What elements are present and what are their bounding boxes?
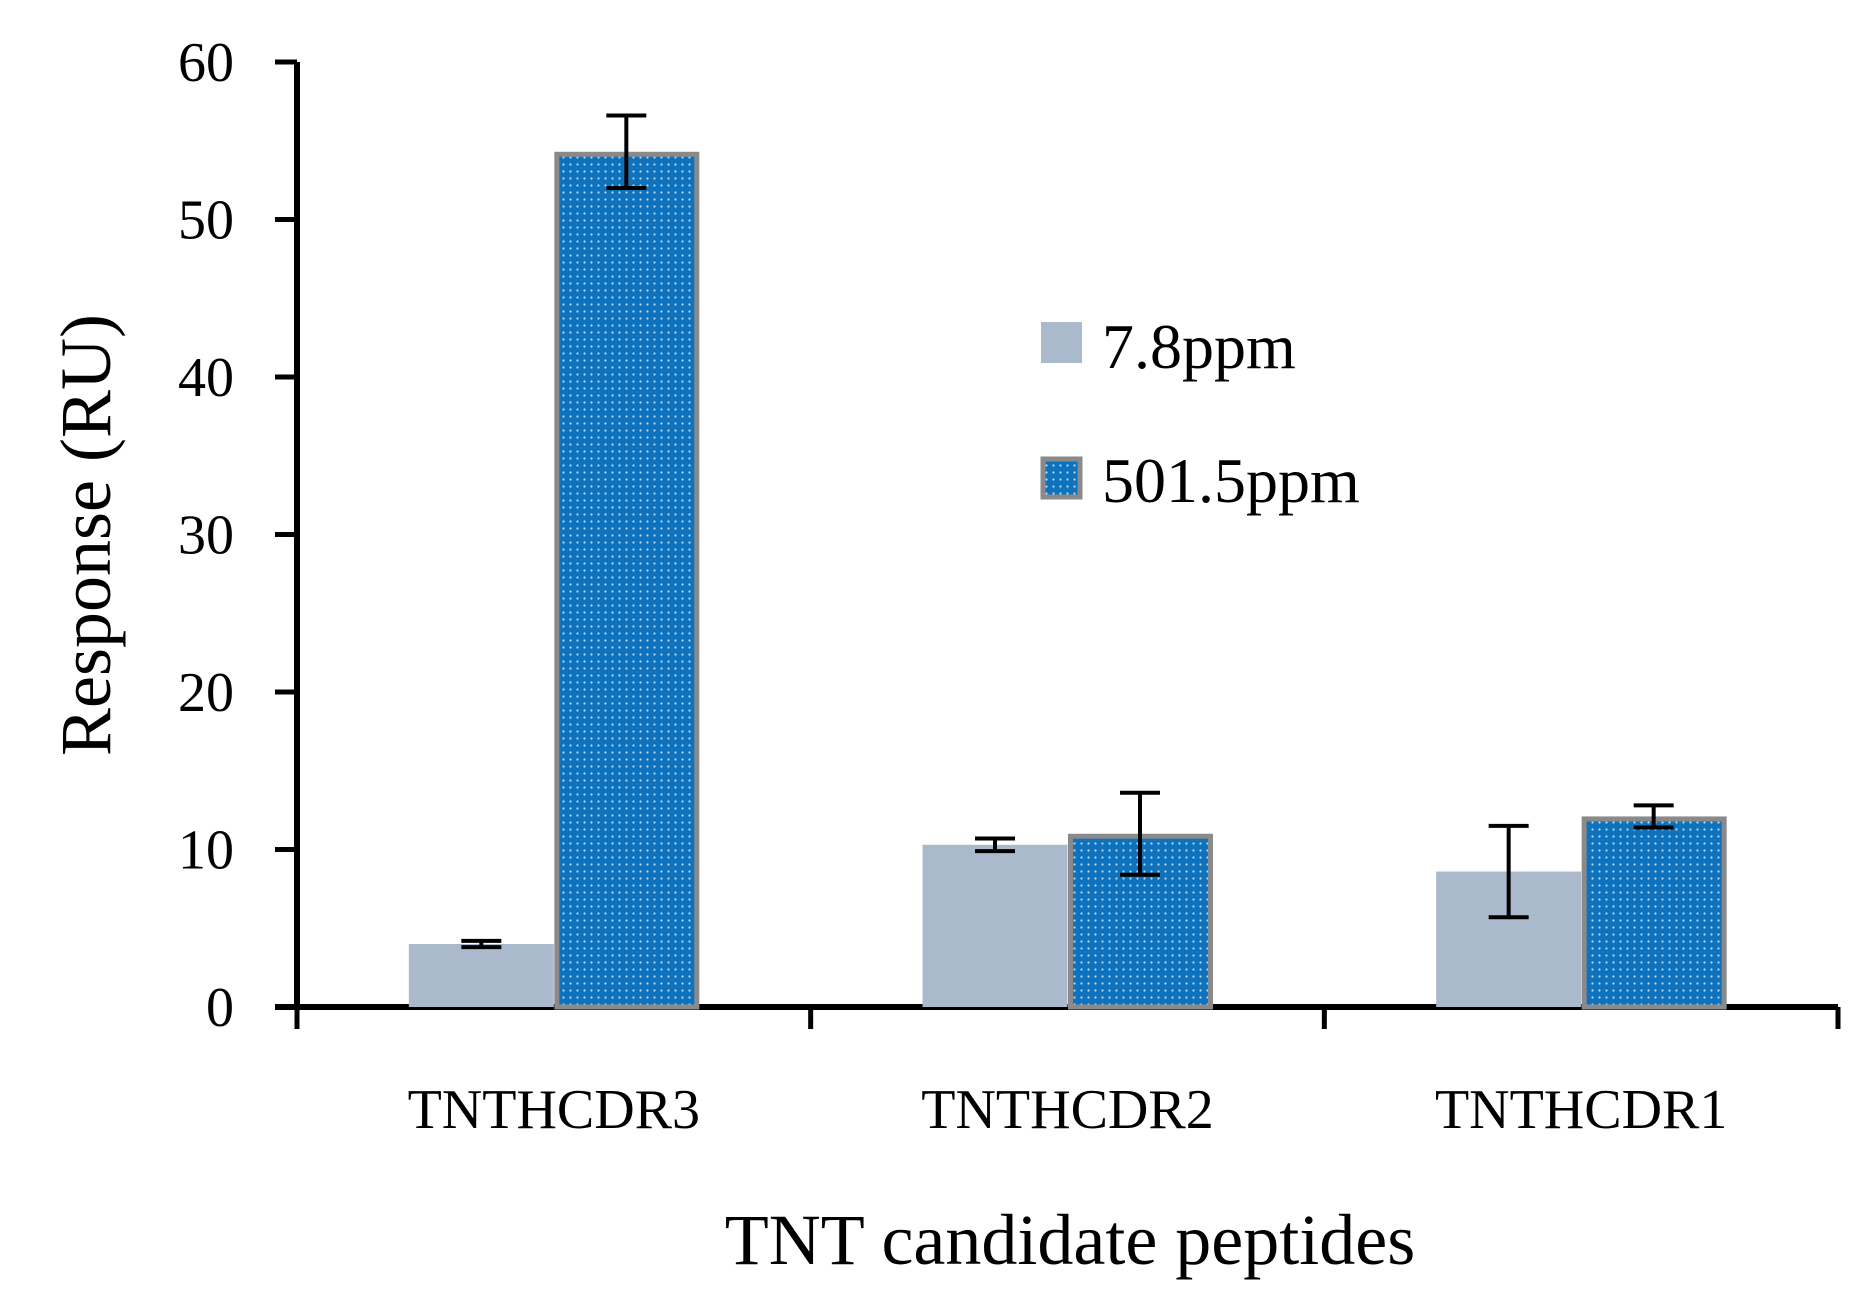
legend-label-501-5ppm: 501.5ppm bbox=[1102, 445, 1360, 516]
y-tick-label: 20 bbox=[178, 662, 234, 724]
y-tick-label: 50 bbox=[178, 190, 234, 252]
y-tick-label: 10 bbox=[178, 820, 234, 882]
bar-7-8ppm-TNTHCDR3 bbox=[408, 944, 554, 1007]
legend-label-7-8ppm: 7.8ppm bbox=[1102, 311, 1296, 382]
x-tick-label: TNTHCDR2 bbox=[921, 1079, 1213, 1141]
x-tick-label: TNTHCDR1 bbox=[1435, 1079, 1727, 1141]
legend-swatch-7-8ppm bbox=[1041, 322, 1082, 363]
x-axis-title: TNT candidate peptides bbox=[725, 1200, 1415, 1280]
bar-501-5ppm-TNTHCDR3 bbox=[554, 151, 700, 1010]
x-axis-ticks: TNTHCDR3 TNTHCDR2 TNTHCDR1 bbox=[294, 1007, 1841, 1141]
bar-501-5ppm-TNTHCDR1 bbox=[1581, 816, 1727, 1010]
error-bars-group bbox=[461, 113, 1674, 950]
y-tick-label: 0 bbox=[206, 977, 234, 1039]
y-tick-label: 60 bbox=[178, 32, 234, 94]
x-tick-label: TNTHCDR3 bbox=[408, 1079, 700, 1141]
y-tick-label: 30 bbox=[178, 505, 234, 567]
y-axis-ticks: 0 10 20 30 40 50 60 bbox=[178, 32, 297, 1039]
y-axis-title: Response (RU) bbox=[46, 314, 126, 756]
legend: 7.8ppm 501.5ppm bbox=[1040, 311, 1360, 516]
bars-group bbox=[408, 151, 1727, 1010]
bar-501-5ppm-TNTHCDR2 bbox=[1068, 833, 1213, 1010]
y-tick-label: 40 bbox=[178, 347, 234, 409]
bar-7-8ppm-TNTHCDR2 bbox=[922, 844, 1068, 1007]
legend-swatch-501-5ppm bbox=[1040, 456, 1083, 500]
